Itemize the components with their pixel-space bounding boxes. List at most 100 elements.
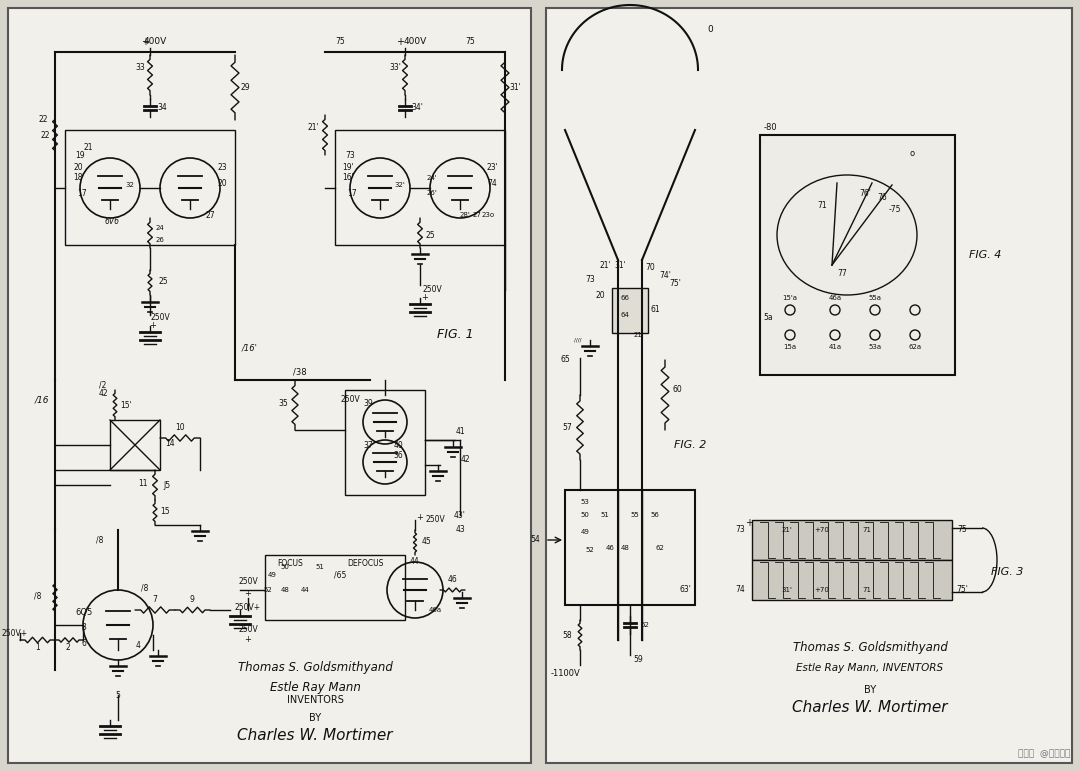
Text: 31': 31' (509, 83, 521, 93)
Text: 4: 4 (136, 641, 140, 649)
Text: 32: 32 (125, 182, 134, 188)
Bar (65, 130, 235, 245)
Text: 76': 76' (859, 188, 870, 197)
Text: 75: 75 (957, 526, 967, 534)
Text: 42: 42 (98, 389, 108, 398)
Text: 21': 21' (307, 123, 319, 133)
Text: +: + (149, 322, 157, 331)
Text: 26': 26' (427, 190, 437, 196)
Text: 23': 23' (486, 163, 498, 173)
Bar (752, 560, 951, 600)
Text: 2: 2 (66, 642, 70, 651)
Text: 66: 66 (621, 295, 630, 301)
Text: +: + (244, 635, 252, 645)
Text: 27: 27 (473, 212, 482, 218)
Text: 26: 26 (156, 237, 164, 243)
Text: +: + (745, 518, 753, 528)
Text: 71: 71 (818, 200, 827, 210)
Bar (546, 8, 1072, 763)
Text: 7: 7 (152, 595, 158, 604)
Text: 400V: 400V (403, 38, 427, 46)
Text: 46: 46 (606, 545, 615, 551)
Text: 41a: 41a (828, 344, 841, 350)
Text: +: + (244, 588, 252, 598)
Text: 61: 61 (650, 305, 660, 315)
Text: 73: 73 (735, 526, 745, 534)
Text: 25: 25 (426, 231, 435, 240)
Text: -75: -75 (889, 206, 901, 214)
Text: 15': 15' (120, 400, 132, 409)
Text: 75: 75 (465, 38, 475, 46)
Text: 250V: 250V (150, 314, 170, 322)
Text: 44: 44 (300, 587, 309, 593)
Bar (760, 135, 955, 375)
Text: 54: 54 (530, 536, 540, 544)
Text: FIG. 4: FIG. 4 (969, 250, 1001, 260)
Text: ////: //// (575, 338, 582, 342)
Text: 35: 35 (279, 399, 288, 408)
Text: 21: 21 (83, 143, 93, 153)
Text: 74': 74' (659, 271, 671, 280)
Bar (612, 288, 648, 333)
Text: BY: BY (864, 685, 876, 695)
Text: +: + (396, 37, 404, 47)
Text: 11: 11 (138, 480, 148, 489)
Text: 21: 21 (634, 332, 643, 338)
Text: 45: 45 (422, 537, 432, 547)
Text: FOCUS: FOCUS (278, 558, 302, 567)
Text: 65: 65 (561, 355, 570, 365)
Text: 6V6: 6V6 (105, 217, 120, 227)
Text: 250V: 250V (340, 396, 360, 405)
Text: 6Q5: 6Q5 (76, 608, 93, 617)
Text: 53: 53 (581, 499, 590, 505)
Text: 23: 23 (217, 163, 227, 173)
Text: BY: BY (309, 713, 321, 723)
Text: 37: 37 (363, 440, 373, 449)
Text: 21': 21' (599, 261, 611, 270)
Text: 53a: 53a (868, 344, 881, 350)
Text: 9: 9 (190, 595, 194, 604)
Text: 51: 51 (315, 564, 324, 570)
Text: 15: 15 (160, 507, 170, 517)
Text: 31': 31' (782, 587, 793, 593)
Text: 43': 43' (454, 510, 465, 520)
Text: J5: J5 (163, 480, 171, 490)
Text: 46: 46 (447, 575, 457, 584)
Text: 1: 1 (36, 642, 40, 651)
Text: -1100V: -1100V (550, 668, 580, 678)
Text: 5a: 5a (764, 314, 773, 322)
Text: /8: /8 (96, 536, 104, 544)
Text: 71: 71 (863, 527, 872, 533)
Text: 43: 43 (455, 526, 464, 534)
Text: /38: /38 (293, 368, 307, 376)
Text: 55: 55 (631, 512, 639, 518)
Text: /8: /8 (141, 584, 149, 592)
Text: 23o: 23o (482, 212, 495, 218)
Text: 73: 73 (346, 150, 355, 160)
Bar (110, 420, 160, 470)
Text: Estle Ray Mann: Estle Ray Mann (270, 682, 361, 695)
Text: 44: 44 (410, 557, 420, 567)
Text: Charles W. Mortimer: Charles W. Mortimer (238, 729, 393, 743)
Text: 56: 56 (650, 512, 660, 518)
Text: 33': 33' (389, 63, 401, 72)
Text: 71: 71 (863, 587, 872, 593)
Text: /2: /2 (99, 381, 107, 389)
Text: 48: 48 (621, 545, 630, 551)
Text: 58: 58 (563, 631, 571, 639)
Text: 29: 29 (240, 83, 249, 93)
Bar (565, 490, 696, 605)
Text: 60: 60 (672, 386, 681, 395)
Text: 62: 62 (640, 622, 649, 628)
Text: 17: 17 (77, 188, 86, 197)
Text: 76: 76 (877, 193, 887, 201)
Text: 17: 17 (347, 188, 356, 197)
Text: 250V: 250V (238, 577, 258, 587)
Text: 16': 16' (342, 173, 354, 183)
Text: 39: 39 (363, 399, 373, 408)
Text: 22: 22 (38, 116, 48, 124)
Text: /16': /16' (242, 344, 258, 352)
Text: 19': 19' (342, 163, 354, 173)
Text: 250V+: 250V+ (2, 628, 28, 638)
Text: INVENTORS: INVENTORS (286, 695, 343, 705)
